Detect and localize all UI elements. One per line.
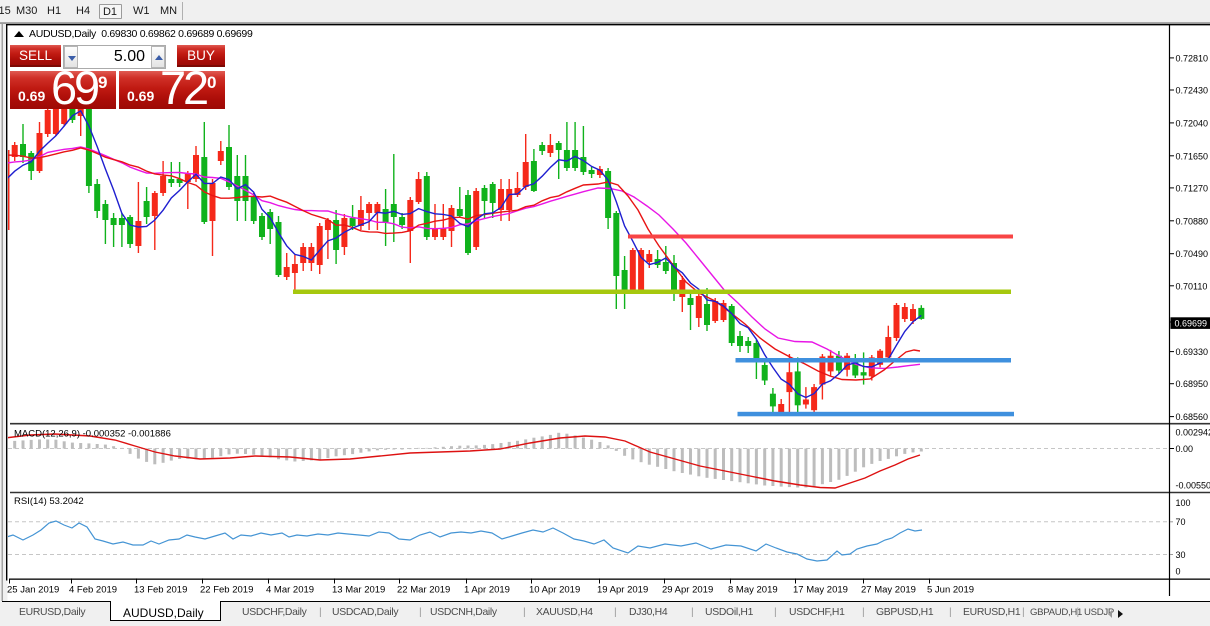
svg-text:25 Jan 2019: 25 Jan 2019 — [7, 585, 59, 596]
svg-text:0: 0 — [1176, 567, 1181, 577]
svg-text:0.00: 0.00 — [1176, 444, 1194, 454]
svg-text:0.68560: 0.68560 — [1176, 412, 1209, 422]
svg-text:10 Apr 2019: 10 Apr 2019 — [529, 585, 580, 596]
svg-text:0.72430: 0.72430 — [1176, 86, 1209, 96]
svg-text:0.72810: 0.72810 — [1176, 53, 1209, 63]
svg-text:13 Mar 2019: 13 Mar 2019 — [332, 585, 385, 596]
svg-text:0.72040: 0.72040 — [1176, 118, 1209, 128]
svg-text:13 Feb 2019: 13 Feb 2019 — [134, 585, 187, 596]
svg-text:0.68950: 0.68950 — [1176, 379, 1209, 389]
svg-text:0.71650: 0.71650 — [1176, 151, 1209, 161]
svg-text:1 Apr 2019: 1 Apr 2019 — [464, 585, 510, 596]
svg-text:0.69699: 0.69699 — [1175, 318, 1208, 328]
svg-text:30: 30 — [1176, 550, 1186, 560]
svg-text:17 May 2019: 17 May 2019 — [793, 585, 848, 596]
svg-text:0.71270: 0.71270 — [1176, 183, 1209, 193]
svg-text:22 Mar 2019: 22 Mar 2019 — [397, 585, 450, 596]
svg-text:0.70110: 0.70110 — [1176, 281, 1208, 291]
svg-text:29 Apr 2019: 29 Apr 2019 — [662, 585, 713, 596]
svg-text:4 Mar 2019: 4 Mar 2019 — [266, 585, 314, 596]
svg-text:70: 70 — [1176, 517, 1186, 527]
svg-text:0.69330: 0.69330 — [1176, 347, 1209, 357]
svg-text:5 Jun 2019: 5 Jun 2019 — [927, 585, 974, 596]
svg-text:MACD(12,26,9) -0.000352 -0.001: MACD(12,26,9) -0.000352 -0.001886 — [14, 429, 171, 440]
svg-text:-0.0055050: -0.0055050 — [1176, 481, 1210, 491]
svg-text:27 May 2019: 27 May 2019 — [861, 585, 916, 596]
svg-text:0.70880: 0.70880 — [1176, 216, 1209, 226]
svg-text:0.70490: 0.70490 — [1176, 249, 1209, 259]
svg-text:100: 100 — [1176, 498, 1191, 508]
svg-text:19 Apr 2019: 19 Apr 2019 — [597, 585, 648, 596]
svg-text:22 Feb 2019: 22 Feb 2019 — [200, 585, 253, 596]
svg-text:0.0029420: 0.0029420 — [1176, 428, 1210, 438]
svg-text:4 Feb 2019: 4 Feb 2019 — [69, 585, 117, 596]
svg-text:RSI(14) 53.2042: RSI(14) 53.2042 — [14, 496, 84, 507]
svg-text:8 May 2019: 8 May 2019 — [728, 585, 778, 596]
